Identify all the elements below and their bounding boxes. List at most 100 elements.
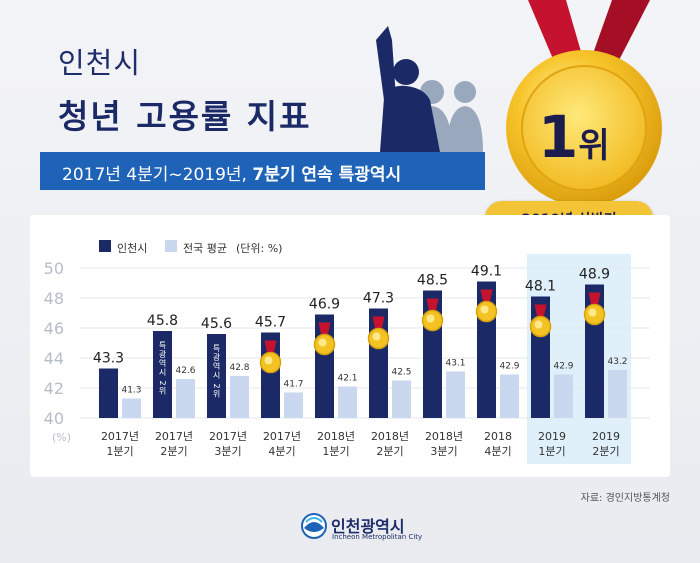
bar-gold-medal-shine [588,308,597,317]
bar-national [554,374,573,418]
title-city: 인천시 [58,46,142,80]
medal-inner [521,65,647,191]
source-note: 자료: 경인지방통계청 [580,493,670,504]
bar-national [500,374,519,418]
bar-national [284,392,303,418]
x-tick-label-quarter: 3분기 [214,445,241,458]
banner-text-bold: 7분기 연속 특광역시 [252,165,402,185]
bar-medal-ribbon [264,340,277,355]
data-label-incheon: 43.3 [93,351,124,367]
bar-gold-medal-shine [318,338,327,347]
bar-medal-ribbon [534,304,547,319]
x-tick-label-quarter: 1분기 [322,445,349,458]
bar-medal-ribbon [426,298,439,313]
bar-national [608,370,627,418]
data-label-incheon: 45.8 [147,313,178,329]
data-label-national: 42.6 [175,366,195,376]
x-tick-label-year: 2019 [538,430,566,443]
bar-national [176,379,195,418]
x-tick-label-year: 2017년 [155,430,193,443]
bar-gold-medal-shine [372,332,381,341]
x-tick-label-quarter: 2분기 [376,445,403,458]
data-label-incheon: 49.1 [471,264,502,280]
bar-annotation-rank2: 특광역시 2위 [158,341,167,396]
medal-ribbon-left [528,0,584,66]
x-tick-label-quarter: 2분기 [592,445,619,458]
data-label-national: 43.2 [607,357,627,367]
bar-gold-medal-shine [534,320,543,329]
x-tick-label-year: 2018년 [425,430,463,443]
banner-text: 2017년 4분기~2019년, 7분기 연속 특광역시 [62,160,401,185]
x-tick-label-quarter: 4분기 [268,445,295,458]
data-label-incheon: 48.5 [417,273,448,289]
x-tick-label-year: 2017년 [209,430,247,443]
data-label-national: 42.9 [553,362,573,372]
data-label-national: 42.1 [337,374,357,384]
logo-name: 인천광역시 [331,517,405,536]
bar-national [338,386,357,418]
bar-incheon [153,331,172,418]
bar-national [230,376,249,418]
bar-annotation-rank2: 특광역시 2위 [212,344,221,399]
title-indicator: 청년 고용률 지표 [58,97,312,136]
x-tick-label-quarter: 1분기 [538,445,565,458]
legend-unit: (단위: %) [236,242,283,255]
bar-medal-ribbon [372,316,385,331]
x-tick-label-quarter: 1분기 [106,445,133,458]
rank-number: 1 [538,103,579,171]
rank-suffix: 위 [578,126,610,166]
y-tick-label: 50 [44,259,64,278]
data-label-incheon: 46.9 [309,297,340,313]
data-label-national: 41.3 [121,386,141,396]
data-label-incheon: 47.3 [363,291,394,307]
data-label-national: 42.9 [499,362,519,372]
x-tick-label-year: 2017년 [101,430,139,443]
y-tick-label: 40 [44,409,64,428]
data-label-incheon: 45.7 [255,315,286,331]
x-tick-label-quarter: 2분기 [160,445,187,458]
bar-incheon [99,368,118,418]
y-tick-label: 42 [44,379,64,398]
bar-national [392,380,411,418]
data-label-national: 42.8 [229,363,249,373]
data-label-incheon: 48.1 [525,279,556,295]
legend-label-incheon: 인천시 [117,242,148,255]
x-tick-label-year: 2018년 [371,430,409,443]
bar-gold-medal-shine [480,305,489,314]
medal-ribbon-right [590,0,650,66]
data-label-incheon: 45.6 [201,316,232,332]
x-tick-label-year: 2018년 [317,430,355,443]
data-label-national: 42.5 [391,368,411,378]
bar-gold-medal-shine [426,314,435,323]
y-tick-label: 48 [44,289,64,308]
bar-medal-ribbon [480,289,493,304]
medal-rank-text: 1위 [538,103,610,171]
logo-english: Incheon Metropolitan City [332,533,423,541]
bar-gold-medal-shine [264,356,273,365]
x-tick-label-year: 2018 [484,430,512,443]
bar-national [446,371,465,418]
bar-medal-ribbon [588,292,601,307]
y-tick-label: 44 [44,349,64,368]
data-label-national: 41.7 [283,380,303,390]
x-tick-label-year: 2019 [592,430,620,443]
data-label-national: 43.1 [445,359,465,369]
data-label-incheon: 48.9 [579,267,610,283]
legend-swatch-incheon [99,240,111,252]
subtitle-banner: 2017년 4분기~2019년, 7분기 연속 특광역시 [40,152,485,190]
x-tick-label-year: 2017년 [263,430,301,443]
banner-text-plain: 2017년 4분기~2019년, [62,165,253,185]
x-tick-label-quarter: 3분기 [430,445,457,458]
y-axis-unit: (%) [52,431,71,444]
bar-incheon [207,334,226,418]
bar-national [122,398,141,418]
legend-swatch-national [165,240,177,252]
y-tick-label: 46 [44,319,64,338]
legend-label-national: 전국 평균 [183,242,227,255]
bar-medal-ribbon [318,322,331,337]
